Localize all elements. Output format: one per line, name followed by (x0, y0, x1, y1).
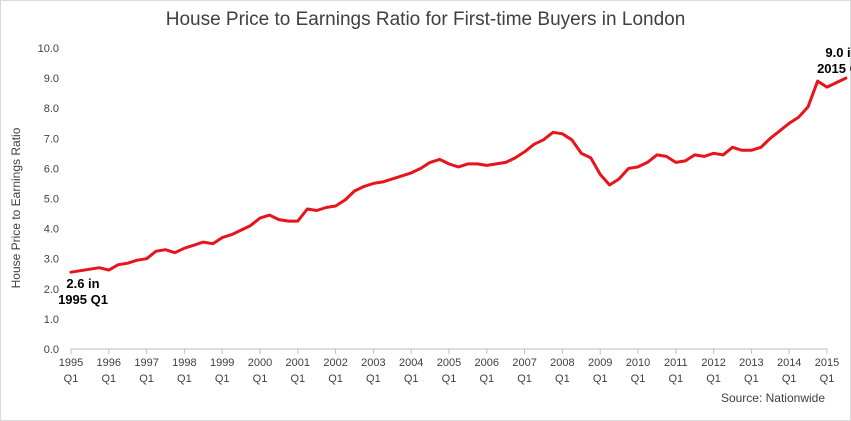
x-tick-year: 2000 (248, 357, 272, 369)
x-tick-quarter: Q1 (215, 373, 230, 385)
x-tick-quarter: Q1 (328, 373, 343, 385)
x-tick-year: 2009 (588, 357, 612, 369)
chart-title: House Price to Earnings Ratio for First-… (165, 9, 686, 30)
x-tick-year: 2014 (777, 357, 801, 369)
annotation-label: 1995 Q1 (58, 292, 108, 307)
x-tick-year: 1995 (59, 357, 83, 369)
y-tick-label: 7.0 (44, 133, 59, 145)
x-tick-year: 1997 (134, 357, 158, 369)
annotation-label: 2015 Q1 (817, 61, 851, 76)
x-tick-quarter: Q1 (404, 373, 419, 385)
x-tick-quarter: Q1 (479, 373, 494, 385)
x-tick-quarter: Q1 (101, 373, 116, 385)
y-tick-label: 1.0 (44, 314, 59, 326)
x-tick-year: 2012 (701, 357, 725, 369)
x-tick-year: 2002 (323, 357, 347, 369)
x-tick-year: 1999 (210, 357, 234, 369)
annotation-label: 9.0 in (825, 45, 851, 60)
x-tick-year: 2004 (399, 357, 423, 369)
y-tick-label: 5.0 (44, 194, 59, 206)
x-tick-quarter: Q1 (517, 373, 532, 385)
x-tick-quarter: Q1 (366, 373, 381, 385)
x-tick-year: 2003 (361, 357, 385, 369)
x-tick-year: 2010 (626, 357, 650, 369)
y-tick-label: 10.0 (38, 43, 59, 55)
x-tick-year: 2015 (815, 357, 839, 369)
y-tick-label: 9.0 (44, 73, 59, 85)
x-tick-quarter: Q1 (139, 373, 154, 385)
x-tick-year: 2013 (739, 357, 763, 369)
x-tick-year: 2001 (286, 357, 310, 369)
y-tick-label: 3.0 (44, 254, 59, 266)
x-tick-year: 2008 (550, 357, 574, 369)
x-tick-quarter: Q1 (820, 373, 835, 385)
x-tick-year: 2011 (664, 357, 688, 369)
x-tick-year: 2007 (512, 357, 536, 369)
annotation-label: 2.6 in (66, 276, 99, 291)
x-tick-year: 1998 (172, 357, 196, 369)
x-tick-year: 2006 (475, 357, 499, 369)
y-tick-label: 6.0 (44, 163, 59, 175)
x-tick-year: 1996 (97, 357, 121, 369)
y-tick-label: 2.0 (44, 284, 59, 296)
x-tick-quarter: Q1 (555, 373, 570, 385)
x-tick-quarter: Q1 (706, 373, 721, 385)
x-tick-quarter: Q1 (253, 373, 268, 385)
x-tick-year: 2005 (437, 357, 461, 369)
x-tick-quarter: Q1 (668, 373, 683, 385)
x-tick-quarter: Q1 (782, 373, 797, 385)
x-tick-quarter: Q1 (442, 373, 457, 385)
x-tick-quarter: Q1 (744, 373, 759, 385)
source-note: Source: Nationwide (720, 391, 825, 405)
x-tick-quarter: Q1 (290, 373, 305, 385)
y-tick-label: 0.0 (44, 344, 59, 356)
x-tick-quarter: Q1 (64, 373, 79, 385)
series-line (69, 76, 848, 274)
x-tick-quarter: Q1 (593, 373, 608, 385)
x-tick-quarter: Q1 (177, 373, 192, 385)
x-tick-quarter: Q1 (631, 373, 646, 385)
y-tick-label: 8.0 (44, 103, 59, 115)
y-tick-label: 4.0 (44, 224, 59, 236)
